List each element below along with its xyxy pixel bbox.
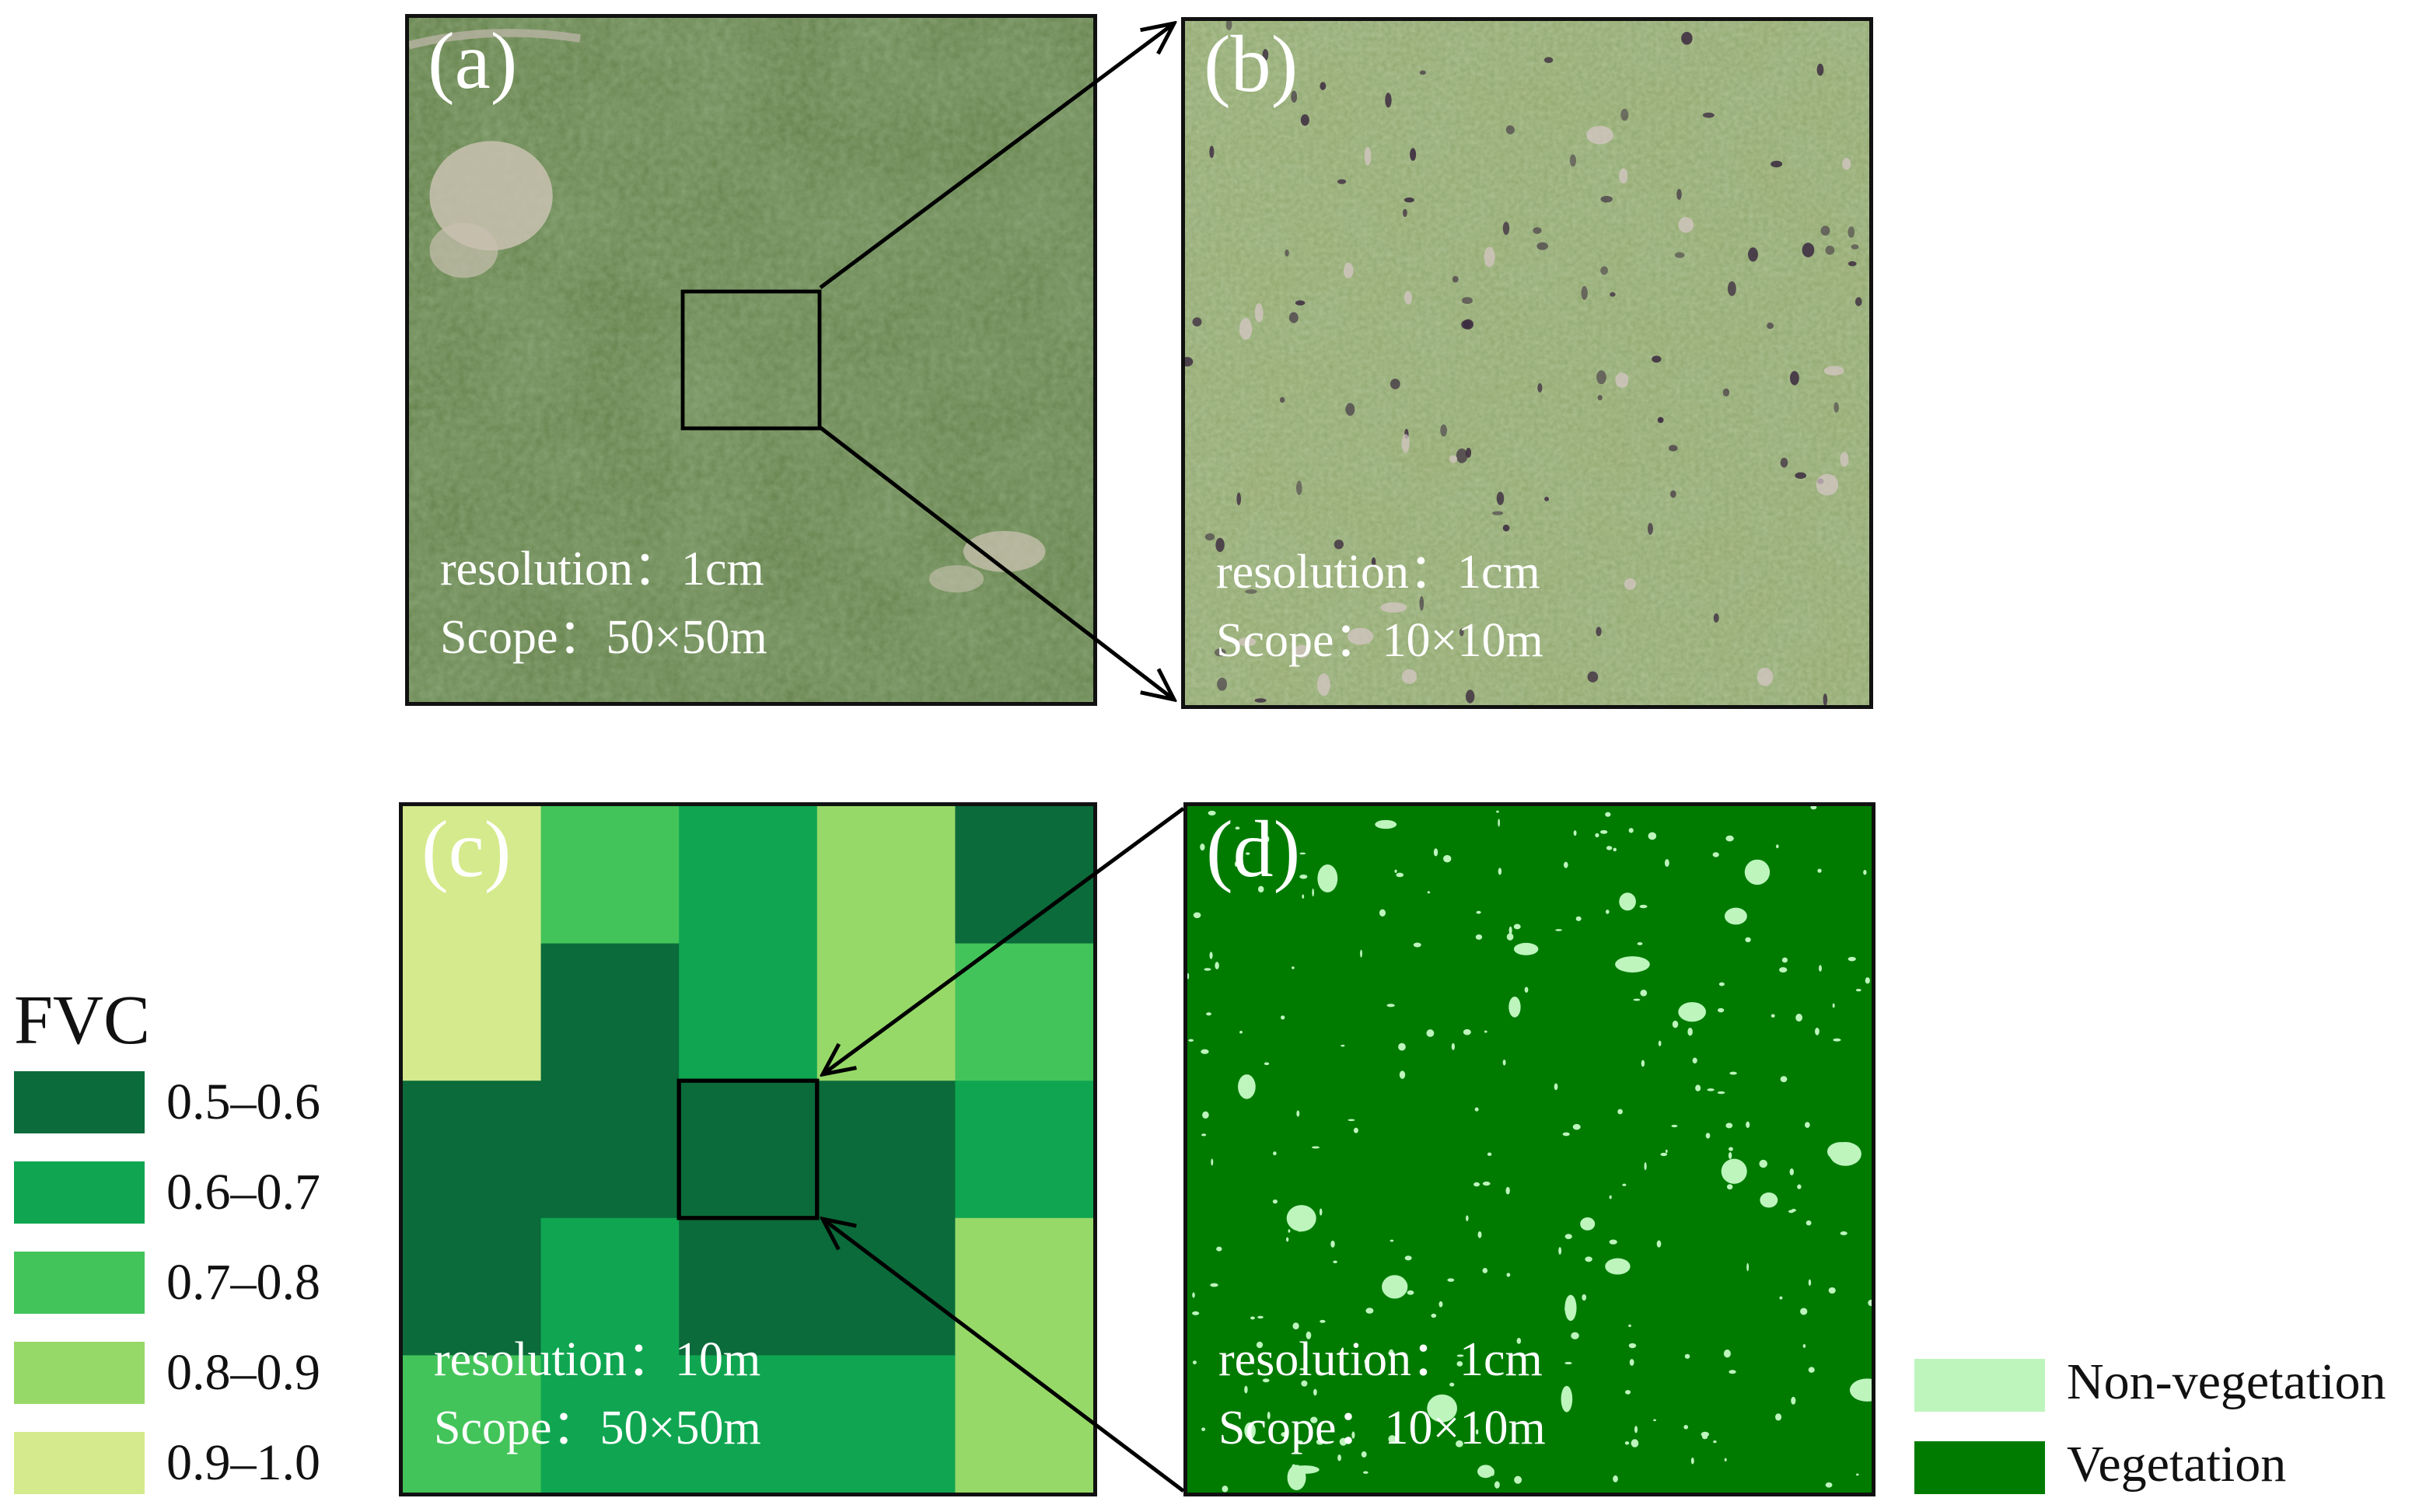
panel-c-label: (c) bbox=[421, 805, 512, 894]
fvc-cell bbox=[816, 1355, 957, 1493]
fvc-legend-label: 0.7–0.8 bbox=[166, 1254, 320, 1311]
fvc-cell bbox=[540, 1081, 680, 1220]
fvc-legend-swatch bbox=[14, 1252, 145, 1314]
fvc-cell bbox=[955, 943, 1093, 1082]
fvc-cell bbox=[403, 1217, 543, 1357]
fvc-legend-title: FVC bbox=[14, 982, 151, 1059]
class-legend-swatch bbox=[1914, 1441, 2045, 1494]
fvc-cell bbox=[816, 1217, 957, 1357]
fvc-cell bbox=[679, 1217, 819, 1357]
fvc-legend-swatch bbox=[14, 1071, 145, 1133]
panel-b-scope: Scope：10×10m bbox=[1216, 614, 1543, 667]
fvc-cell bbox=[540, 1217, 680, 1357]
fvc-legend-label: 0.5–0.6 bbox=[166, 1074, 320, 1130]
class-legend-swatch bbox=[1914, 1359, 2045, 1412]
fvc-cell bbox=[679, 806, 819, 945]
panel-a-resolution: resolution：1cm bbox=[440, 543, 764, 595]
zoom-box-a bbox=[680, 289, 822, 431]
fvc-cell bbox=[679, 1081, 819, 1220]
fvc-cell bbox=[955, 1355, 1093, 1493]
panel-b-label: (b) bbox=[1204, 19, 1299, 109]
class-legend-label: Vegetation bbox=[2067, 1436, 2287, 1493]
fvc-legend-swatch bbox=[14, 1161, 145, 1224]
fvc-grid-map bbox=[403, 806, 1093, 1493]
fvc-cell bbox=[955, 1081, 1093, 1220]
panel-b-resolution: resolution：1cm bbox=[1216, 546, 1540, 599]
fvc-legend-label: 0.6–0.7 bbox=[166, 1164, 320, 1220]
bare-soil-patch bbox=[429, 141, 553, 251]
zoom-box-c bbox=[676, 1078, 820, 1220]
fvc-cell bbox=[403, 1081, 543, 1220]
fvc-cell bbox=[540, 806, 680, 945]
fvc-cell bbox=[403, 806, 543, 945]
panel-d-label: (d) bbox=[1206, 805, 1301, 894]
classification-map bbox=[1187, 806, 1872, 1493]
fvc-cell bbox=[679, 943, 819, 1082]
fvc-legend-label: 0.9–1.0 bbox=[166, 1434, 320, 1491]
fvc-cell bbox=[816, 1081, 957, 1220]
class-legend-label: Non-vegetation bbox=[2067, 1353, 2386, 1410]
panel-d-scope: Scope：10×10m bbox=[1218, 1402, 1546, 1454]
panel-a-scope: Scope：50×50m bbox=[440, 611, 767, 664]
fvc-cell bbox=[540, 1355, 680, 1493]
panel-c-resolution: resolution：10m bbox=[434, 1333, 761, 1386]
fvc-legend-swatch bbox=[14, 1432, 145, 1494]
fvc-cell bbox=[403, 1355, 543, 1493]
fvc-cell bbox=[955, 1217, 1093, 1357]
panel-a-aerial-photo: (a) resolution：1cm Scope：50×50m bbox=[405, 14, 1097, 706]
fvc-legend-label: 0.8–0.9 bbox=[166, 1344, 320, 1401]
panel-c-fvc-grid: (c) resolution：10m Scope：50×50m bbox=[399, 802, 1097, 1496]
fvc-cell bbox=[955, 806, 1093, 945]
panel-d-classification: (d) resolution：1cm Scope：10×10m bbox=[1183, 802, 1875, 1496]
fvc-cell bbox=[540, 943, 680, 1082]
fvc-legend-swatch bbox=[14, 1342, 145, 1404]
panel-b-zoomed-photo: (b) resolution：1cm Scope：10×10m bbox=[1181, 17, 1873, 709]
zoomed-photo-image bbox=[1185, 21, 1869, 705]
fvc-cell bbox=[816, 943, 957, 1082]
fvc-cell bbox=[679, 1355, 819, 1493]
panel-a-label: (a) bbox=[428, 16, 518, 106]
panel-d-resolution: resolution：1cm bbox=[1218, 1333, 1543, 1386]
aerial-photo-image bbox=[409, 18, 1093, 702]
panel-c-scope: Scope：50×50m bbox=[434, 1402, 761, 1454]
fvc-cell bbox=[403, 943, 543, 1082]
fvc-cell bbox=[816, 806, 957, 945]
